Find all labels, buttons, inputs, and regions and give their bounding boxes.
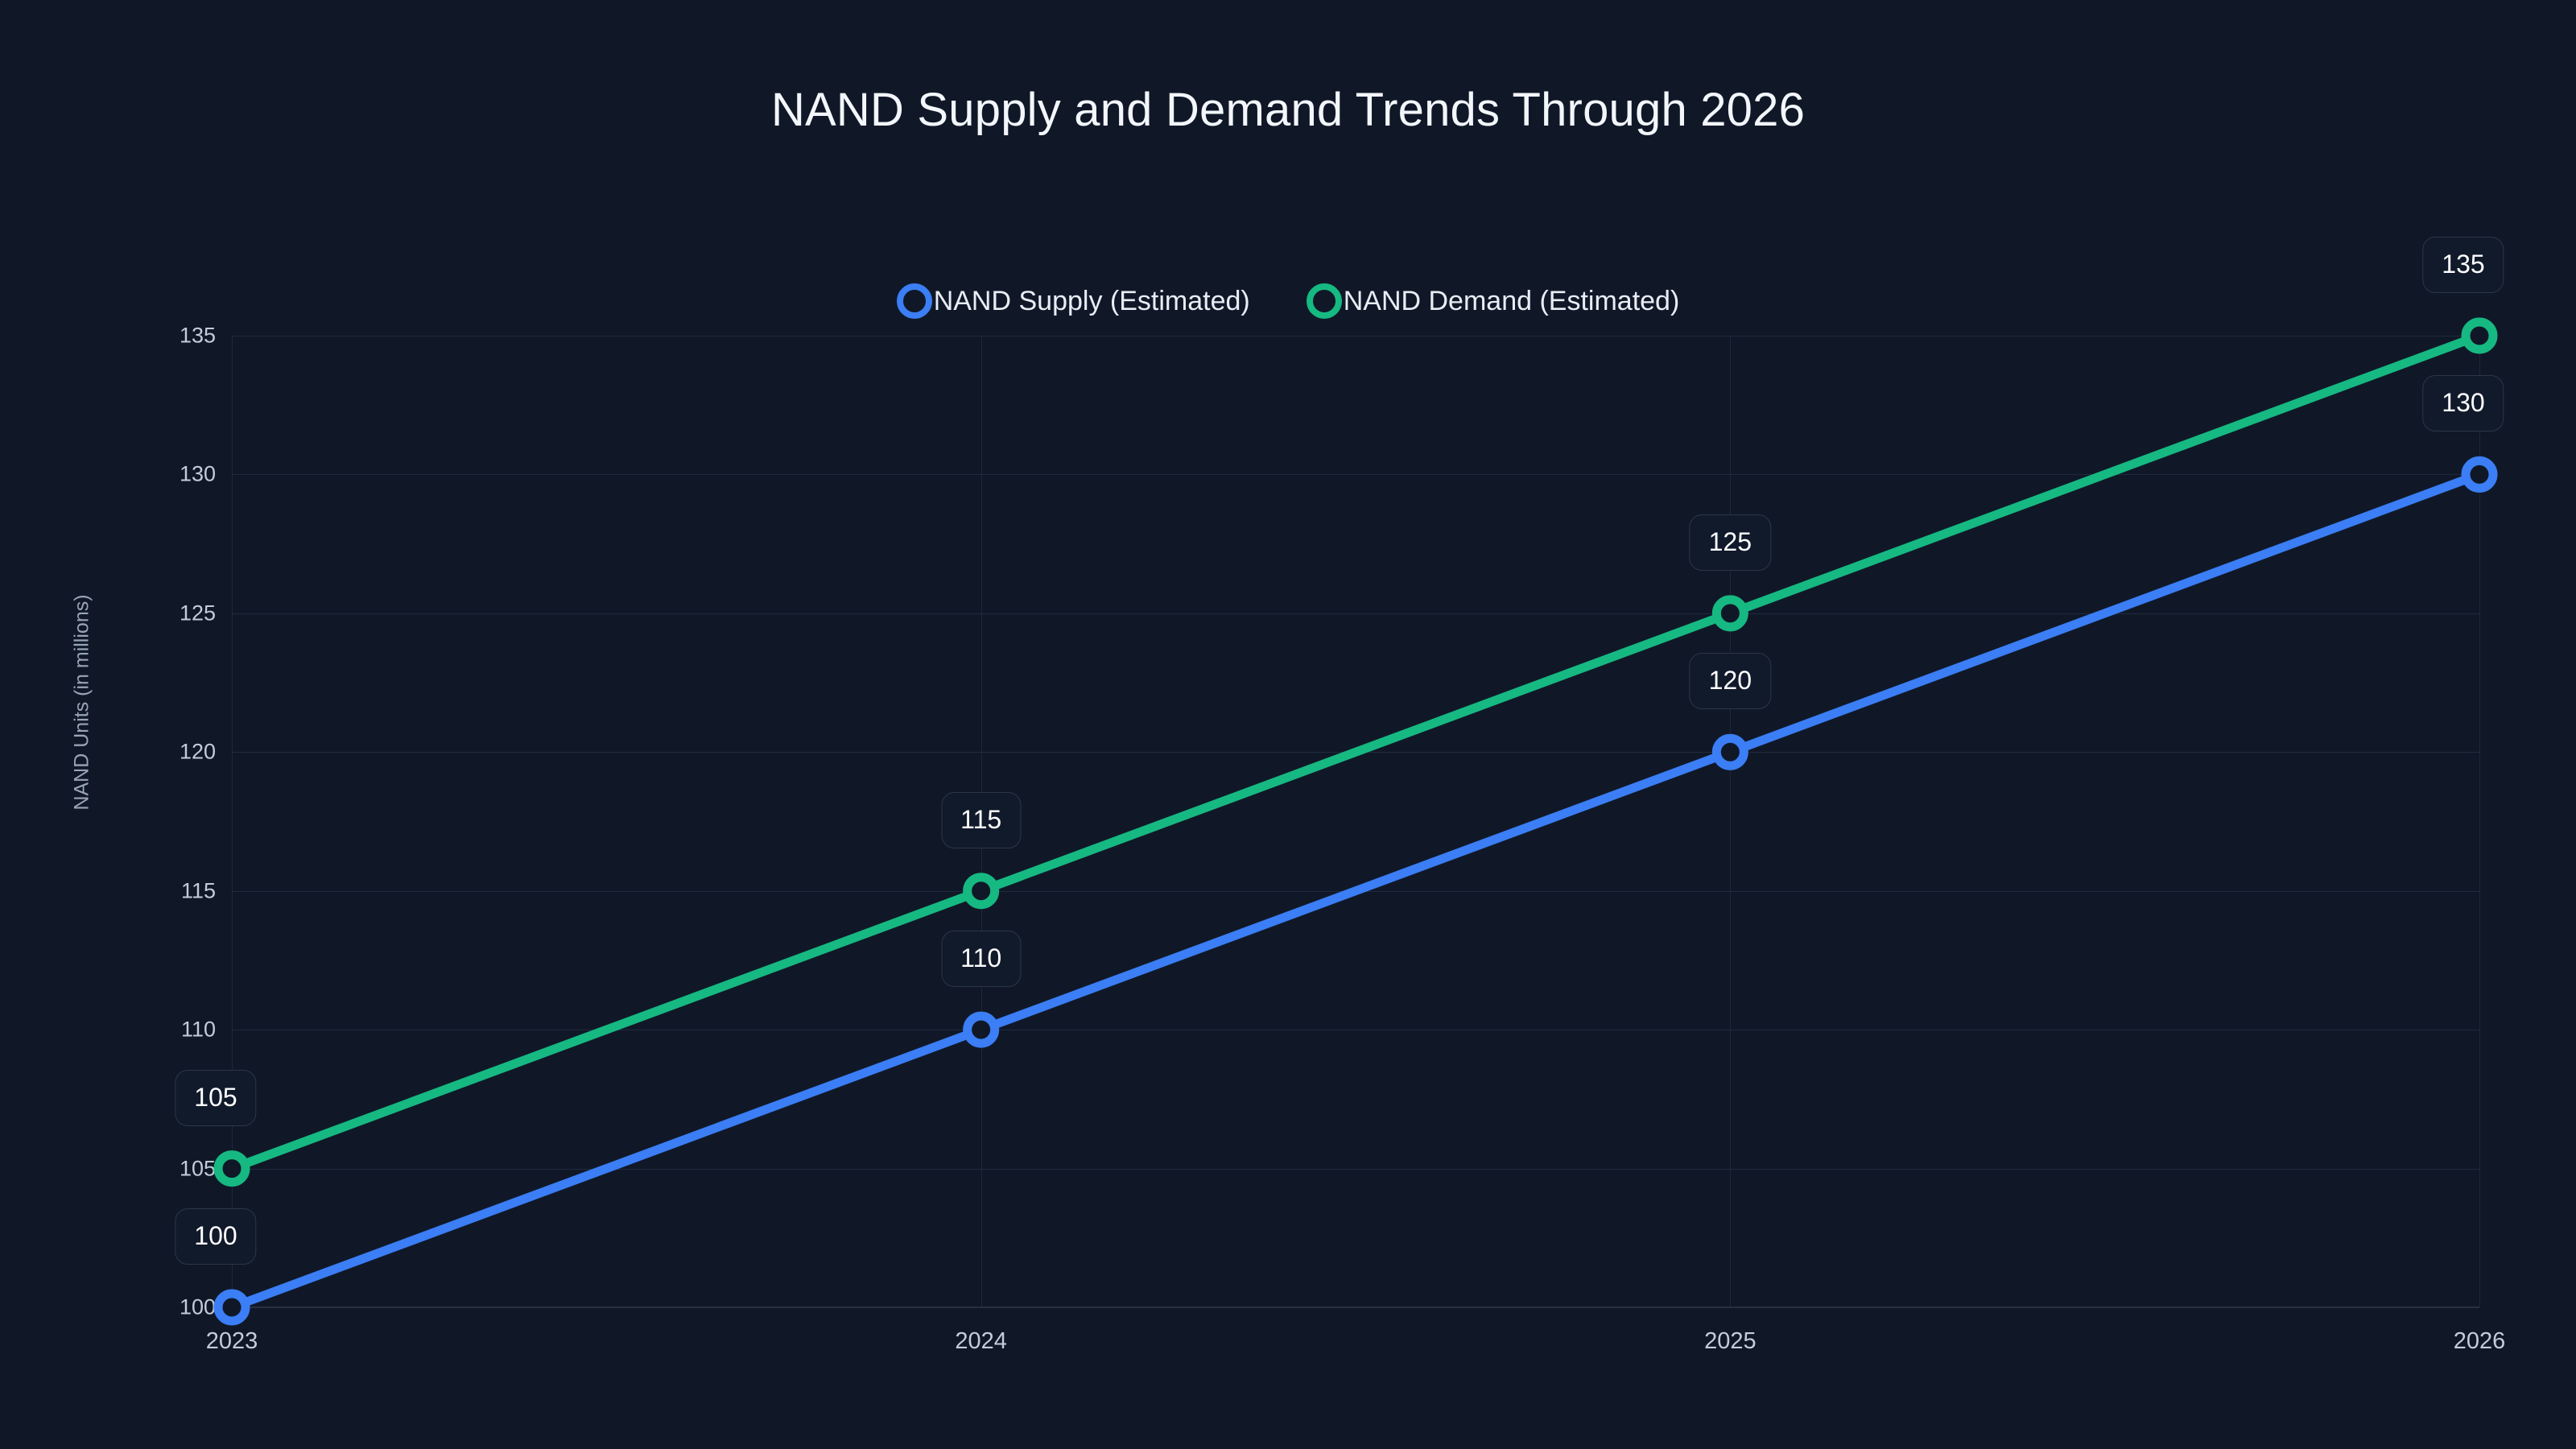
legend-label-supply: NAND Supply (Estimated) bbox=[933, 286, 1250, 316]
y-axis-tick-label: 130 bbox=[179, 461, 216, 486]
gridline-horizontal bbox=[232, 890, 2479, 892]
demand-legend-circle-ring-icon bbox=[1306, 283, 1342, 319]
y-axis-tick-label: 120 bbox=[179, 739, 216, 764]
supply-legend-circle-ring-icon bbox=[896, 283, 932, 319]
x-axis-tick-label: 2025 bbox=[1704, 1328, 1757, 1354]
gridline-horizontal bbox=[232, 1168, 2479, 1170]
y-axis-tick-label: 125 bbox=[179, 601, 216, 625]
data-point-label-badge: 120 bbox=[1689, 653, 1772, 710]
chart-legend: NAND Supply (Estimated) NAND Demand (Est… bbox=[0, 283, 2576, 319]
x-axis-line bbox=[232, 1307, 2479, 1308]
x-axis-tick-label: 2023 bbox=[205, 1328, 258, 1354]
data-point-label-badge: 135 bbox=[2422, 237, 2504, 293]
gridline-vertical bbox=[232, 336, 233, 1307]
y-axis-title: NAND Units (in millions) bbox=[70, 594, 93, 811]
gridline-horizontal bbox=[232, 752, 2479, 753]
x-axis-tick-label: 2024 bbox=[955, 1328, 1007, 1354]
data-point-label-badge: 125 bbox=[1689, 514, 1772, 571]
y-axis-tick-label: 115 bbox=[180, 878, 216, 903]
gridline-vertical bbox=[1730, 336, 1732, 1307]
data-point-label-badge: 115 bbox=[941, 791, 1022, 848]
legend-label-demand: NAND Demand (Estimated) bbox=[1343, 286, 1680, 316]
x-axis-tick-label: 2026 bbox=[2453, 1328, 2506, 1354]
legend-item-supply[interactable]: NAND Supply (Estimated) bbox=[896, 283, 1250, 319]
data-point-label-badge: 100 bbox=[175, 1208, 257, 1265]
plot-area bbox=[232, 336, 2480, 1308]
chart-title: NAND Supply and Demand Trends Through 20… bbox=[770, 84, 1806, 136]
data-point-label-badge: 105 bbox=[175, 1069, 257, 1126]
data-point-label-badge: 110 bbox=[941, 931, 1022, 988]
data-point-label-badge: 130 bbox=[2422, 375, 2504, 432]
gridline-horizontal bbox=[232, 474, 2479, 476]
y-axis-tick-label: 110 bbox=[180, 1017, 216, 1042]
gridline-vertical bbox=[2479, 336, 2480, 1307]
gridline-horizontal bbox=[232, 613, 2479, 614]
y-axis-tick-label: 105 bbox=[179, 1156, 216, 1181]
legend-item-demand[interactable]: NAND Demand (Estimated) bbox=[1306, 283, 1680, 319]
y-axis-tick-label: 135 bbox=[179, 323, 216, 348]
y-axis-tick-label: 100 bbox=[179, 1294, 216, 1319]
